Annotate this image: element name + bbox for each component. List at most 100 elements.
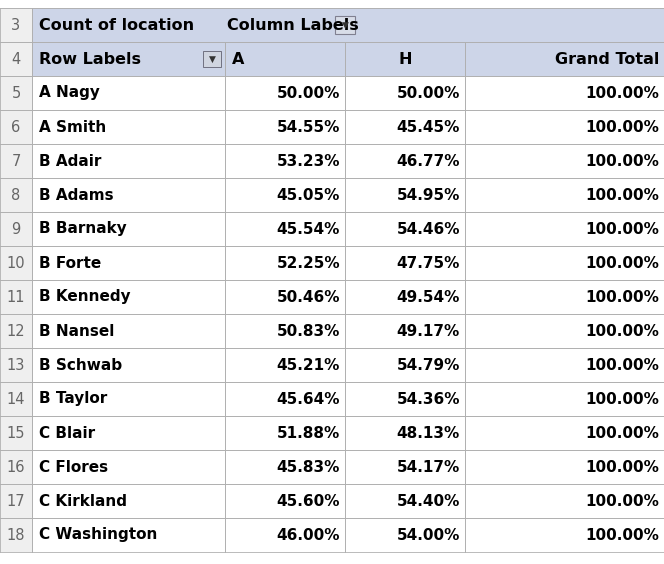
Bar bbox=[465, 280, 664, 314]
Text: 53.23%: 53.23% bbox=[276, 153, 340, 169]
Bar bbox=[345, 144, 465, 178]
Text: 100.00%: 100.00% bbox=[585, 391, 659, 407]
Text: 100.00%: 100.00% bbox=[585, 460, 659, 474]
Bar bbox=[465, 314, 664, 348]
Text: 45.54%: 45.54% bbox=[277, 222, 340, 236]
Bar bbox=[225, 42, 345, 76]
Bar bbox=[465, 518, 664, 552]
Text: 50.83%: 50.83% bbox=[277, 324, 340, 338]
Bar bbox=[345, 416, 465, 450]
Text: 50.00%: 50.00% bbox=[277, 86, 340, 100]
Text: B Nansel: B Nansel bbox=[39, 324, 114, 338]
Bar bbox=[32, 382, 225, 416]
Bar bbox=[225, 314, 345, 348]
Text: 45.64%: 45.64% bbox=[276, 391, 340, 407]
Bar bbox=[32, 178, 225, 212]
Text: 6: 6 bbox=[11, 120, 21, 134]
Text: B Adams: B Adams bbox=[39, 187, 114, 202]
Bar bbox=[225, 212, 345, 246]
Bar bbox=[345, 450, 465, 484]
Text: 50.46%: 50.46% bbox=[276, 289, 340, 305]
Bar bbox=[32, 416, 225, 450]
Text: ▼: ▼ bbox=[208, 55, 215, 64]
Text: A Nagy: A Nagy bbox=[39, 86, 100, 100]
Bar bbox=[225, 348, 345, 382]
Bar bbox=[345, 348, 465, 382]
Text: Count of location: Count of location bbox=[39, 17, 194, 33]
Bar bbox=[345, 212, 465, 246]
Text: Row Labels: Row Labels bbox=[39, 51, 141, 67]
Text: 12: 12 bbox=[7, 324, 25, 338]
Bar bbox=[345, 178, 465, 212]
Bar bbox=[225, 484, 345, 518]
Text: B Forte: B Forte bbox=[39, 255, 101, 271]
Bar bbox=[32, 110, 225, 144]
Text: 13: 13 bbox=[7, 358, 25, 372]
Bar bbox=[465, 416, 664, 450]
Text: B Taylor: B Taylor bbox=[39, 391, 108, 407]
Bar bbox=[32, 76, 225, 110]
Text: 10: 10 bbox=[7, 255, 25, 271]
Bar bbox=[0, 0, 664, 8]
Text: 47.75%: 47.75% bbox=[396, 255, 460, 271]
Bar bbox=[0, 76, 32, 110]
Bar bbox=[345, 314, 465, 348]
Text: 8: 8 bbox=[11, 187, 21, 202]
Bar bbox=[345, 76, 465, 110]
Text: 17: 17 bbox=[7, 494, 25, 509]
Text: 54.40%: 54.40% bbox=[396, 494, 460, 509]
Bar bbox=[225, 518, 345, 552]
Text: B Schwab: B Schwab bbox=[39, 358, 122, 372]
Bar bbox=[0, 246, 32, 280]
Bar bbox=[0, 348, 32, 382]
Text: 15: 15 bbox=[7, 425, 25, 440]
Bar bbox=[0, 110, 32, 144]
Text: B Barnaky: B Barnaky bbox=[39, 222, 127, 236]
Text: Grand Total: Grand Total bbox=[554, 51, 659, 67]
Bar bbox=[225, 382, 345, 416]
Text: B Adair: B Adair bbox=[39, 153, 102, 169]
Text: 52.25%: 52.25% bbox=[276, 255, 340, 271]
Text: 51.88%: 51.88% bbox=[277, 425, 340, 440]
Text: 45.60%: 45.60% bbox=[276, 494, 340, 509]
Text: A Smith: A Smith bbox=[39, 120, 106, 134]
Bar bbox=[465, 484, 664, 518]
Text: 100.00%: 100.00% bbox=[585, 222, 659, 236]
Text: 46.00%: 46.00% bbox=[276, 527, 340, 543]
Text: 54.55%: 54.55% bbox=[277, 120, 340, 134]
Bar bbox=[32, 8, 664, 42]
Bar bbox=[0, 8, 32, 42]
Bar bbox=[465, 76, 664, 110]
Text: Column Labels: Column Labels bbox=[227, 17, 359, 33]
Text: H: H bbox=[398, 51, 412, 67]
Text: 50.00%: 50.00% bbox=[396, 86, 460, 100]
Bar bbox=[225, 416, 345, 450]
Text: 54.79%: 54.79% bbox=[396, 358, 460, 372]
Bar bbox=[32, 518, 225, 552]
Text: C Washington: C Washington bbox=[39, 527, 157, 543]
Bar bbox=[225, 110, 345, 144]
Bar bbox=[32, 212, 225, 246]
Text: 45.05%: 45.05% bbox=[277, 187, 340, 202]
Bar bbox=[465, 212, 664, 246]
Bar bbox=[32, 348, 225, 382]
Text: 49.54%: 49.54% bbox=[396, 289, 460, 305]
Bar bbox=[335, 16, 355, 34]
Bar bbox=[465, 178, 664, 212]
Text: 100.00%: 100.00% bbox=[585, 324, 659, 338]
Text: 54.17%: 54.17% bbox=[397, 460, 460, 474]
Text: 5: 5 bbox=[11, 86, 21, 100]
Bar bbox=[32, 42, 225, 76]
Text: 45.83%: 45.83% bbox=[277, 460, 340, 474]
Bar bbox=[32, 314, 225, 348]
Bar bbox=[465, 144, 664, 178]
Bar bbox=[465, 110, 664, 144]
Text: 54.46%: 54.46% bbox=[396, 222, 460, 236]
Bar bbox=[0, 212, 32, 246]
Bar bbox=[345, 382, 465, 416]
Text: 100.00%: 100.00% bbox=[585, 153, 659, 169]
Bar bbox=[0, 144, 32, 178]
Bar bbox=[0, 450, 32, 484]
Bar bbox=[345, 280, 465, 314]
Text: 7: 7 bbox=[11, 153, 21, 169]
